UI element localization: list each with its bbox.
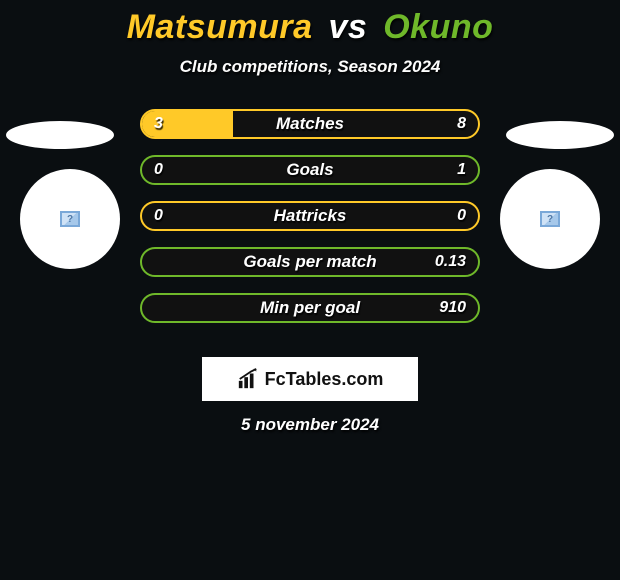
subtitle: Club competitions, Season 2024 [0,57,620,77]
vs-label: vs [328,8,367,46]
stat-bars: 3Matches80Goals10Hattricks0Goals per mat… [140,109,480,339]
player2-avatar [500,169,600,269]
placeholder-image-icon [60,211,80,227]
stat-row: 0Hattricks0 [140,201,480,231]
player1-flag-icon [6,121,114,149]
stat-label: Matches [142,111,478,137]
player2-flag-icon [506,121,614,149]
stat-label: Goals per match [142,249,478,275]
stat-row: Min per goal910 [140,293,480,323]
stat-value-right: 0.13 [435,249,466,275]
fctables-logo: FcTables.com [202,357,418,401]
placeholder-image-icon [540,211,560,227]
stat-row: 0Goals1 [140,155,480,185]
player1-name: Matsumura [127,8,313,46]
logo-suffix: Tables.com [286,369,384,389]
stat-value-right: 1 [457,157,466,183]
stat-value-right: 0 [457,203,466,229]
player1-avatar [20,169,120,269]
logo-prefix: Fc [265,369,286,389]
date-label: 5 november 2024 [0,415,620,435]
stat-value-right: 8 [457,111,466,137]
stat-value-right: 910 [439,295,466,321]
stat-row: 3Matches8 [140,109,480,139]
stat-row: Goals per match0.13 [140,247,480,277]
logo-text: FcTables.com [265,369,384,390]
stat-label: Goals [142,157,478,183]
title-row: Matsumura vs Okuno [0,8,620,47]
comparison-card: Matsumura vs Okuno Club competitions, Se… [0,0,620,580]
stat-label: Hattricks [142,203,478,229]
stat-label: Min per goal [142,295,478,321]
chart-icon [237,368,259,390]
stats-area: 3Matches80Goals10Hattricks0Goals per mat… [0,109,620,349]
player2-name: Okuno [383,8,493,46]
